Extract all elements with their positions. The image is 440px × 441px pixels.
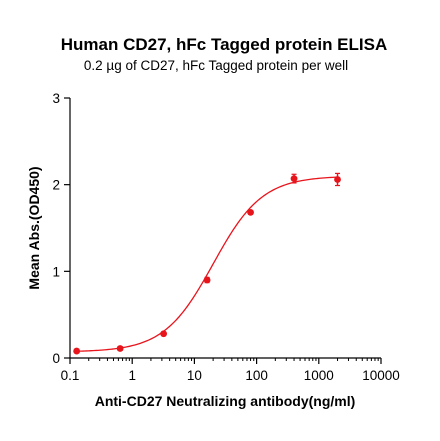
chart-title: Human CD27, hFc Tagged protein ELISA [61,35,388,54]
y-tick-label: 3 [52,91,60,106]
y-tick-label: 0 [52,351,60,366]
x-tick-label: 0.1 [61,368,80,383]
data-point [290,175,298,183]
x-tick-label: 1000 [304,368,334,383]
data-point [116,345,124,352]
x-tick-label: 100 [245,368,268,383]
fit-curve [76,176,338,352]
x-axis-label: Anti-CD27 Neutralizing antibody(ng/ml) [95,393,356,409]
data-point [203,276,211,284]
chart-subtitle: 0.2 µg of CD27, hFc Tagged protein per w… [84,58,348,73]
x-tick-label: 10 [187,368,202,383]
data-point [73,347,81,355]
y-axis-label: Mean Abs.(OD450) [26,166,42,289]
x-tick-label: 10000 [362,368,400,383]
plot-area: 0.1 1 10 100 1000 10000 0 1 2 3 [52,91,399,383]
data-point [247,209,254,216]
y-tick-label: 1 [52,264,60,279]
data-point [160,330,168,338]
data-point [334,176,341,183]
x-tick-label: 1 [128,368,136,383]
y-tick-label: 2 [52,178,60,193]
